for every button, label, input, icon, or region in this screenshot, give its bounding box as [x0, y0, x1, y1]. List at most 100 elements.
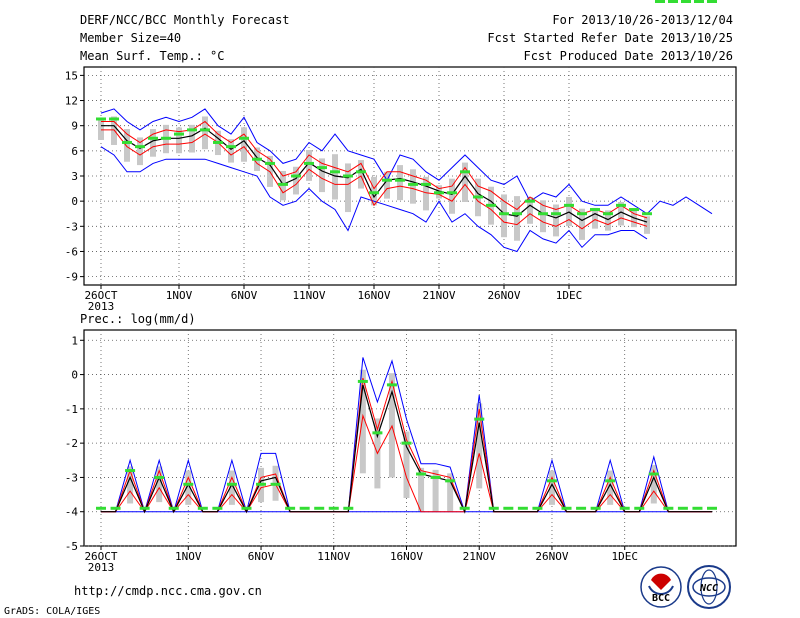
spread-box: [98, 118, 104, 140]
median-mark: [256, 482, 267, 486]
x-tick-label: 26OCT: [84, 550, 117, 563]
median-mark: [226, 145, 236, 149]
plot-frame: [83, 329, 737, 547]
x-tick-label: 26NOV: [487, 289, 520, 302]
median-mark: [278, 182, 288, 186]
y-tick-label: 12: [65, 95, 78, 108]
x-tick-label: 16NOV: [357, 289, 390, 302]
median-mark: [357, 379, 368, 383]
y-tick-label: 6: [71, 145, 78, 158]
spread-box: [410, 169, 416, 204]
source-url[interactable]: http://cmdp.ncc.cma.gov.cn: [74, 584, 262, 598]
x-tick-label: 11NOV: [317, 550, 350, 563]
median-mark: [372, 431, 383, 435]
y-tick-label: 1: [71, 334, 78, 347]
median-mark: [677, 506, 688, 510]
y-tick-label: 0: [71, 369, 78, 382]
median-mark: [369, 191, 379, 195]
median-mark: [285, 506, 296, 510]
median-mark: [265, 161, 275, 165]
median-mark: [694, 0, 704, 3]
spread-box: [137, 137, 143, 166]
median-mark: [486, 203, 496, 207]
spread-box: [650, 465, 657, 504]
median-mark: [460, 170, 470, 174]
spread-box: [447, 473, 454, 512]
median-mark: [692, 506, 703, 510]
spread-box: [527, 196, 533, 224]
median-mark: [663, 506, 674, 510]
spread-box: [293, 166, 299, 195]
median-mark: [317, 166, 327, 170]
spread-box: [514, 196, 520, 241]
spread-box: [432, 469, 439, 512]
y-tick-label: -1: [65, 403, 78, 416]
y-tick-label: 15: [65, 69, 78, 82]
spread-box: [241, 127, 247, 162]
spread-box: [462, 162, 468, 202]
x-tick-label: 1NOV: [166, 289, 193, 302]
median-mark: [503, 506, 514, 510]
median-mark: [197, 506, 208, 510]
x-year-label: 2013: [88, 561, 115, 574]
spread-box: [592, 207, 598, 229]
median-mark: [517, 506, 528, 510]
spread-box: [358, 160, 364, 189]
median-mark: [564, 203, 574, 207]
median-mark: [241, 506, 252, 510]
grads-credit: GrADS: COLA/IGES: [4, 606, 100, 617]
spread-box: [189, 124, 195, 153]
x-tick-label: 1DEC: [556, 289, 583, 302]
median-mark: [200, 128, 210, 132]
y-tick-label: -3: [65, 471, 78, 484]
median-mark: [605, 479, 616, 483]
spread-box: [553, 204, 559, 237]
spread-box: [631, 210, 637, 228]
y-tick-label: -9: [65, 271, 78, 284]
spread-box: [111, 116, 117, 145]
series-min-line: [100, 146, 648, 253]
median-mark: [96, 506, 106, 510]
series-mean-line: [101, 125, 648, 223]
median-mark: [187, 128, 197, 132]
median-mark: [447, 191, 457, 195]
median-mark: [532, 506, 543, 510]
spread-box: [605, 210, 611, 231]
median-mark: [109, 117, 119, 121]
median-mark: [445, 479, 456, 483]
median-mark: [110, 506, 121, 510]
median-mark: [546, 479, 557, 483]
median-mark: [619, 506, 630, 510]
x-tick-label: 1NOV: [175, 550, 202, 563]
spread-box: [359, 369, 366, 474]
spread-box: [397, 165, 403, 201]
member-size-label: Member Size=40: [80, 31, 181, 45]
median-mark: [139, 506, 150, 510]
spread-box: [156, 466, 163, 503]
median-mark: [343, 174, 353, 178]
median-mark: [538, 212, 548, 216]
median-mark: [474, 417, 485, 421]
median-mark: [707, 0, 717, 3]
spread-box: [185, 470, 192, 505]
median-mark: [603, 212, 613, 216]
median-mark: [634, 506, 645, 510]
median-mark: [386, 383, 397, 387]
y-tick-label: -2: [65, 437, 78, 450]
spread-box: [228, 139, 234, 163]
median-mark: [161, 136, 171, 140]
y-tick-label: 9: [71, 120, 78, 133]
x-tick-label: 6NOV: [231, 289, 258, 302]
precip-panel-title: Prec.: log(mm/d): [80, 312, 196, 326]
variable-label: Mean Surf. Temp.: °C: [80, 49, 225, 63]
median-mark: [434, 191, 444, 195]
median-mark: [590, 208, 600, 212]
median-mark: [122, 140, 132, 144]
median-mark: [226, 482, 237, 486]
median-mark: [473, 195, 483, 199]
spread-box: [371, 176, 377, 206]
y-tick-label: -4: [65, 506, 79, 519]
spread-box: [150, 129, 156, 157]
ncc-logo: NCC: [687, 565, 731, 609]
median-mark: [343, 506, 354, 510]
